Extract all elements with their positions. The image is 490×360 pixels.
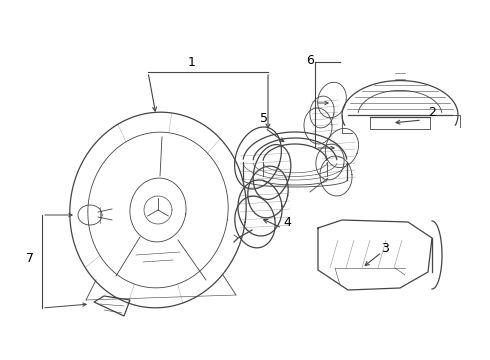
Text: 6: 6: [306, 54, 314, 67]
Text: 2: 2: [428, 105, 436, 118]
Text: 3: 3: [381, 242, 389, 255]
Text: 5: 5: [260, 112, 268, 125]
Text: 1: 1: [188, 55, 196, 68]
Text: 4: 4: [283, 216, 291, 229]
Text: 7: 7: [26, 252, 34, 265]
